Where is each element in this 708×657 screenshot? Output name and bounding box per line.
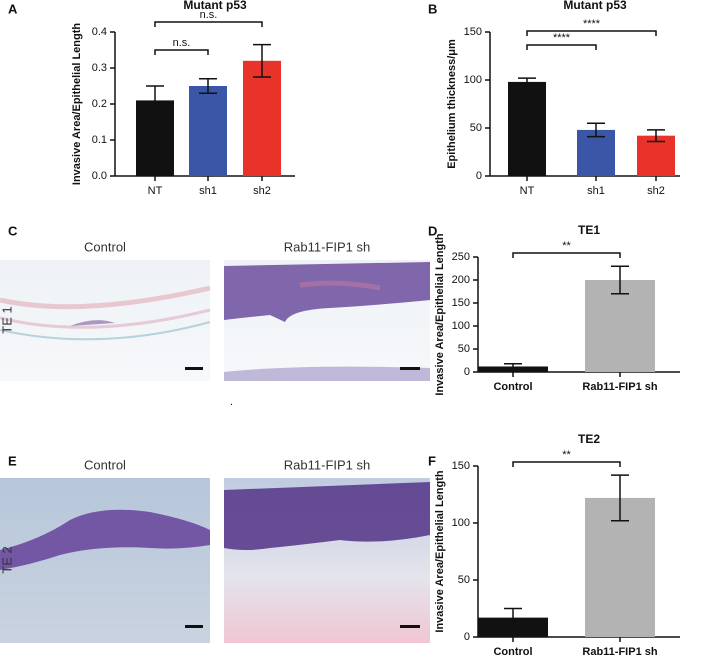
x-tick-label: Control: [493, 381, 532, 393]
y-axis-label: Invasive Area/Epithelial Length: [434, 470, 446, 632]
bar: [508, 81, 546, 176]
caption: Rab11-FIP1 sh: [284, 457, 370, 472]
y-tick-label: 50: [458, 574, 470, 586]
panel-letter: A: [8, 1, 18, 16]
x-tick-label: NT: [148, 185, 163, 197]
x-tick-label: Rab11-FIP1 sh: [582, 646, 657, 657]
error-bar: [199, 78, 217, 94]
y-axis-label: Invasive Area/Epithelial Length: [434, 233, 446, 395]
chart-title: TE1: [578, 223, 600, 237]
chart-title: Mutant p53: [563, 0, 627, 12]
x-tick-label: Rab11-FIP1 sh: [582, 381, 657, 393]
y-tick-label: 0.1: [92, 134, 107, 146]
bar: [585, 280, 655, 372]
y-tick-label: 150: [452, 297, 470, 309]
y-tick-label: 100: [452, 517, 470, 529]
panel-letter: C: [8, 223, 18, 238]
image-control-te1: [0, 260, 211, 381]
significance-label: **: [562, 449, 571, 461]
error-bar: [504, 362, 522, 370]
significance-label: ****: [583, 18, 601, 30]
x-tick-label: sh2: [647, 185, 665, 197]
significance-bracket: [526, 30, 657, 36]
significance-bracket: [512, 252, 621, 258]
y-tick-label: 50: [458, 343, 470, 355]
panel-letter: D: [428, 223, 437, 238]
chart-title: Mutant p53: [183, 0, 247, 12]
stray-dot: .: [230, 396, 233, 408]
bar: [243, 60, 281, 176]
significance-bracket: [526, 44, 597, 50]
image-control-te2: [0, 478, 210, 643]
y-tick-label: 50: [470, 122, 482, 134]
error-bar: [518, 77, 536, 87]
y-tick-label: 150: [452, 460, 470, 472]
y-tick-label: 200: [452, 274, 470, 286]
image-rab11-te1: [224, 260, 430, 381]
y-axis-label: Epithelium thickness/μm: [446, 39, 458, 169]
panel-letter: B: [428, 1, 437, 16]
y-tick-label: 0.4: [92, 26, 107, 38]
panel-letter: E: [8, 453, 17, 468]
y-tick-label: 0.2: [92, 98, 107, 110]
error-bar: [504, 607, 522, 628]
y-tick-label: 0.3: [92, 62, 107, 74]
x-tick-label: Control: [493, 646, 532, 657]
y-axis-label: Invasive Area/Epithelial Length: [71, 23, 83, 185]
y-tick-label: 100: [452, 320, 470, 332]
x-tick-label: NT: [520, 185, 535, 197]
y-tick-label: 0: [476, 170, 482, 182]
significance-label: ****: [553, 32, 571, 44]
caption: Control: [84, 239, 126, 254]
error-bar: [647, 129, 665, 143]
y-tick-label: 0: [464, 366, 470, 378]
bar: [577, 129, 615, 176]
row-label: TE 2: [0, 546, 14, 573]
error-bar: [587, 122, 605, 138]
error-bar: [253, 43, 271, 78]
significance-bracket: [512, 461, 621, 467]
y-tick-label: 250: [452, 251, 470, 263]
significance-bracket: [154, 21, 263, 27]
caption: Control: [84, 457, 126, 472]
x-tick-label: sh2: [253, 185, 271, 197]
x-tick-label: sh1: [199, 185, 217, 197]
chart-title: TE2: [578, 432, 600, 446]
row-label: TE 1: [0, 306, 14, 333]
error-bar: [146, 85, 164, 116]
significance-label: n.s.: [200, 9, 218, 21]
bar: [189, 86, 227, 176]
significance-bracket: [154, 49, 209, 55]
bar: [637, 135, 675, 176]
x-tick-label: sh1: [587, 185, 605, 197]
image-rab11-te2: [224, 478, 430, 643]
error-bar: [611, 474, 629, 522]
y-tick-label: 150: [464, 26, 482, 38]
panel-letter: F: [428, 453, 436, 468]
significance-label: **: [562, 240, 571, 252]
y-tick-label: 0.0: [92, 170, 107, 182]
y-tick-label: 0: [464, 631, 470, 643]
caption: Rab11-FIP1 sh: [284, 239, 370, 254]
error-bar: [611, 265, 629, 295]
y-tick-label: 100: [464, 74, 482, 86]
significance-label: n.s.: [173, 37, 191, 49]
